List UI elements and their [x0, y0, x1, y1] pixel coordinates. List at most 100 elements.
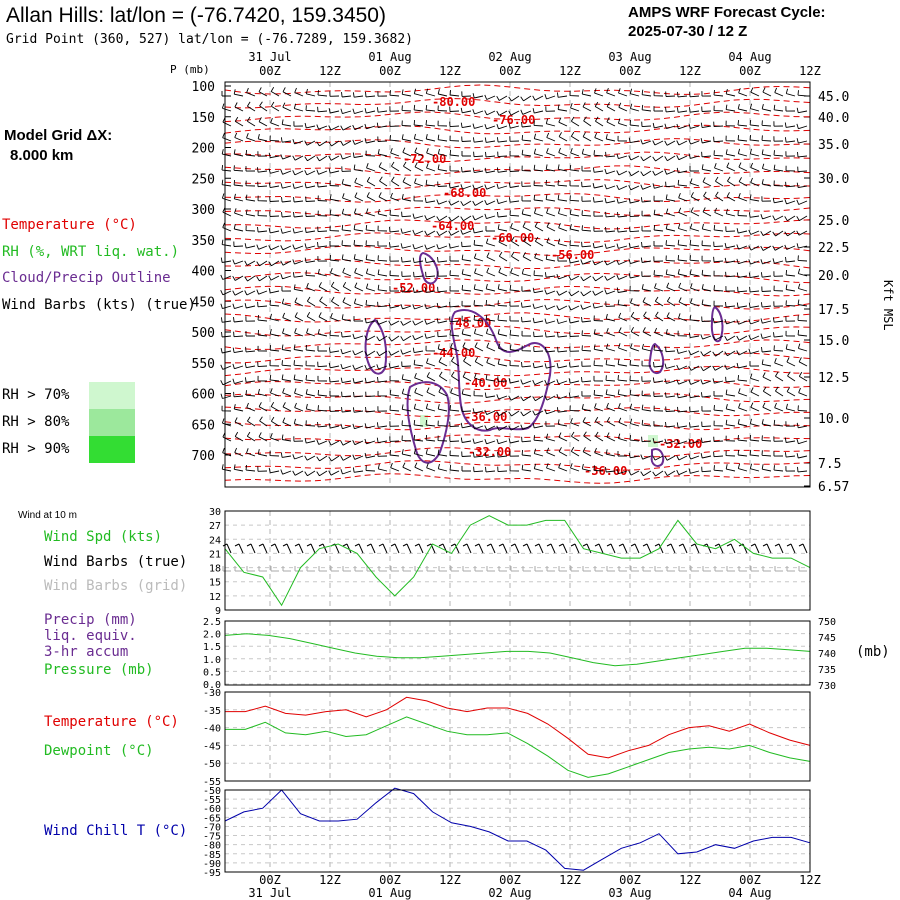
top-hour-label: 12Z	[799, 64, 821, 78]
cloud-outline	[450, 309, 552, 432]
temperature-tick-label: -55	[203, 777, 221, 788]
temperature-contour-label: -76.00	[492, 113, 535, 127]
wind-barbs-true-label: Wind Barbs (true)	[44, 554, 188, 570]
temperature-contour-label: -32.00	[468, 445, 511, 459]
bottom-hour-label: 00Z	[379, 873, 401, 887]
wind-speed-label: Wind Spd (kts)	[44, 529, 163, 545]
temperature-contour	[224, 245, 811, 257]
rh90-swatch	[89, 436, 135, 463]
top-hour-label: 00Z	[259, 64, 281, 78]
pressure-tick-label: 745	[818, 633, 836, 644]
top-hour-label: 12Z	[319, 64, 341, 78]
temperature-contour	[224, 339, 811, 351]
temperature-tick-label: -50	[203, 759, 221, 770]
wind-speed-tick-label: 30	[209, 507, 221, 518]
wind-speed-tick-label: 9	[215, 606, 221, 617]
pressure-tick-label: 450	[192, 295, 215, 310]
wind-speed-tick-label: 21	[209, 549, 221, 560]
wind-speed-tick-label: 24	[209, 535, 221, 546]
wind-speed-tick-label: 15	[209, 578, 221, 589]
pressure-tick-label: 700	[192, 449, 215, 464]
precip-accum-label: 3-hr accum	[44, 644, 129, 660]
height-tick-label: 6.57	[818, 480, 849, 495]
top-date-label: 01 Aug	[368, 50, 411, 64]
forecast-cycle-value: 2025-07-30 / 12 Z	[628, 23, 748, 40]
section-frame	[224, 81, 811, 488]
pressure-tick-label: 100	[192, 80, 215, 95]
top-date-label: 31 Jul	[248, 50, 291, 64]
grid-point-subtitle: Grid Point (360, 527) lat/lon = (-76.728…	[6, 32, 413, 47]
pressure-tick-label: 740	[818, 649, 836, 660]
top-hour-label: 12Z	[679, 64, 701, 78]
temperature-contour	[224, 460, 811, 471]
pressure-tick-label: 350	[192, 234, 215, 249]
precip-tick-label: 2.5	[203, 617, 221, 628]
height-tick-label: 40.0	[818, 111, 849, 126]
temperature-contour	[224, 421, 811, 431]
temperature-tick-label: -30	[203, 688, 221, 699]
temperature-contour-label: -80.00	[432, 95, 475, 109]
temperature-contour-label: -56.00	[551, 248, 594, 262]
temperature-contour	[224, 193, 811, 203]
model-grid-value: 8.000 km	[10, 147, 74, 164]
bottom-hour-label: 00Z	[259, 873, 281, 887]
temperature-contour	[224, 285, 811, 297]
legend-rh80: RH > 80%	[2, 414, 70, 430]
temperature-contour	[224, 219, 811, 230]
height-tick-label: 17.5	[818, 303, 849, 318]
temperature-contour	[224, 406, 811, 418]
bottom-hour-label: 00Z	[739, 873, 761, 887]
temperature-contour	[224, 272, 811, 284]
bottom-hour-label: 12Z	[799, 873, 821, 887]
wind-speed-tick-label: 27	[209, 521, 221, 532]
pressure-tick-label: 300	[192, 203, 215, 218]
rh70-swatch	[89, 382, 135, 409]
legend-rh: RH (%, WRT liq. wat.)	[2, 244, 180, 260]
bottom-hour-label: 12Z	[319, 873, 341, 887]
chart-title: Allan Hills: lat/lon = (-76.7420, 159.34…	[6, 4, 386, 27]
temperature-contour-label: -72.00	[403, 152, 446, 166]
surface-wind-barbs-grid	[222, 566, 807, 572]
pressure-unit-label: (mb)	[856, 644, 890, 660]
temperature-contour	[224, 165, 811, 176]
cloud-outline	[648, 342, 665, 374]
height-tick-label: 7.5	[818, 457, 841, 472]
temperature-contour-label: -36.00	[464, 410, 507, 424]
dewpoint-series-label: Dewpoint (°C)	[44, 743, 154, 759]
temperature-contour-label: -60.00	[491, 231, 534, 245]
precip-panel-frame	[224, 620, 811, 686]
bottom-date-label: 02 Aug	[488, 886, 531, 900]
wind-speed-tick-label: 12	[209, 592, 221, 603]
temperature-contour-label: -48.00	[448, 316, 491, 330]
pressure-line	[224, 633, 811, 667]
height-tick-label: 15.0	[818, 334, 849, 349]
wind-chill-tick-label: -90	[203, 859, 221, 870]
pressure-tick-label: 750	[818, 617, 836, 628]
temperature-contour	[224, 138, 811, 149]
pressure-tick-label: 500	[192, 326, 215, 341]
legend-rh70: RH > 70%	[2, 387, 70, 403]
height-tick-label: 20.0	[818, 269, 849, 284]
temperature-contour	[224, 232, 811, 243]
wind-chill-label: Wind Chill T (°C)	[44, 823, 188, 839]
cloud-outline	[406, 381, 450, 464]
temperature-tick-label: -35	[203, 706, 221, 717]
pressure-tick-label: 650	[192, 418, 215, 433]
cloud-outline	[419, 251, 439, 285]
wind-chill-tick-label: -60	[203, 804, 221, 815]
top-hour-label: 00Z	[739, 64, 761, 78]
temperature-contour	[224, 393, 811, 404]
top-hour-label: 00Z	[619, 64, 641, 78]
bottom-hour-label: 00Z	[619, 873, 641, 887]
temperature-line	[225, 696, 811, 759]
forecast-cycle: AMPS WRF Forecast Cycle: 2025-07-30 / 12…	[628, 3, 826, 41]
height-tick-label: 35.0	[818, 138, 849, 153]
cloud-outline	[364, 318, 388, 375]
temperature-contour	[224, 473, 811, 484]
precip-label: Precip (mm)	[44, 612, 137, 628]
temperature-contour-label: -44.00	[432, 346, 475, 360]
wind-chill-tick-label: -65	[203, 813, 221, 824]
precip-liq-label: liq. equiv.	[44, 628, 137, 644]
pressure-tick-label: 730	[818, 681, 836, 692]
